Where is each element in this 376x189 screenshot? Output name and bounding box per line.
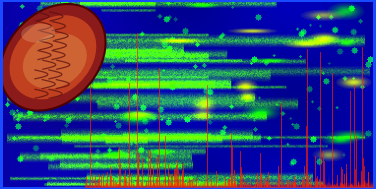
Ellipse shape — [23, 33, 87, 89]
Ellipse shape — [9, 15, 97, 100]
Ellipse shape — [21, 24, 55, 43]
Ellipse shape — [0, 4, 106, 111]
